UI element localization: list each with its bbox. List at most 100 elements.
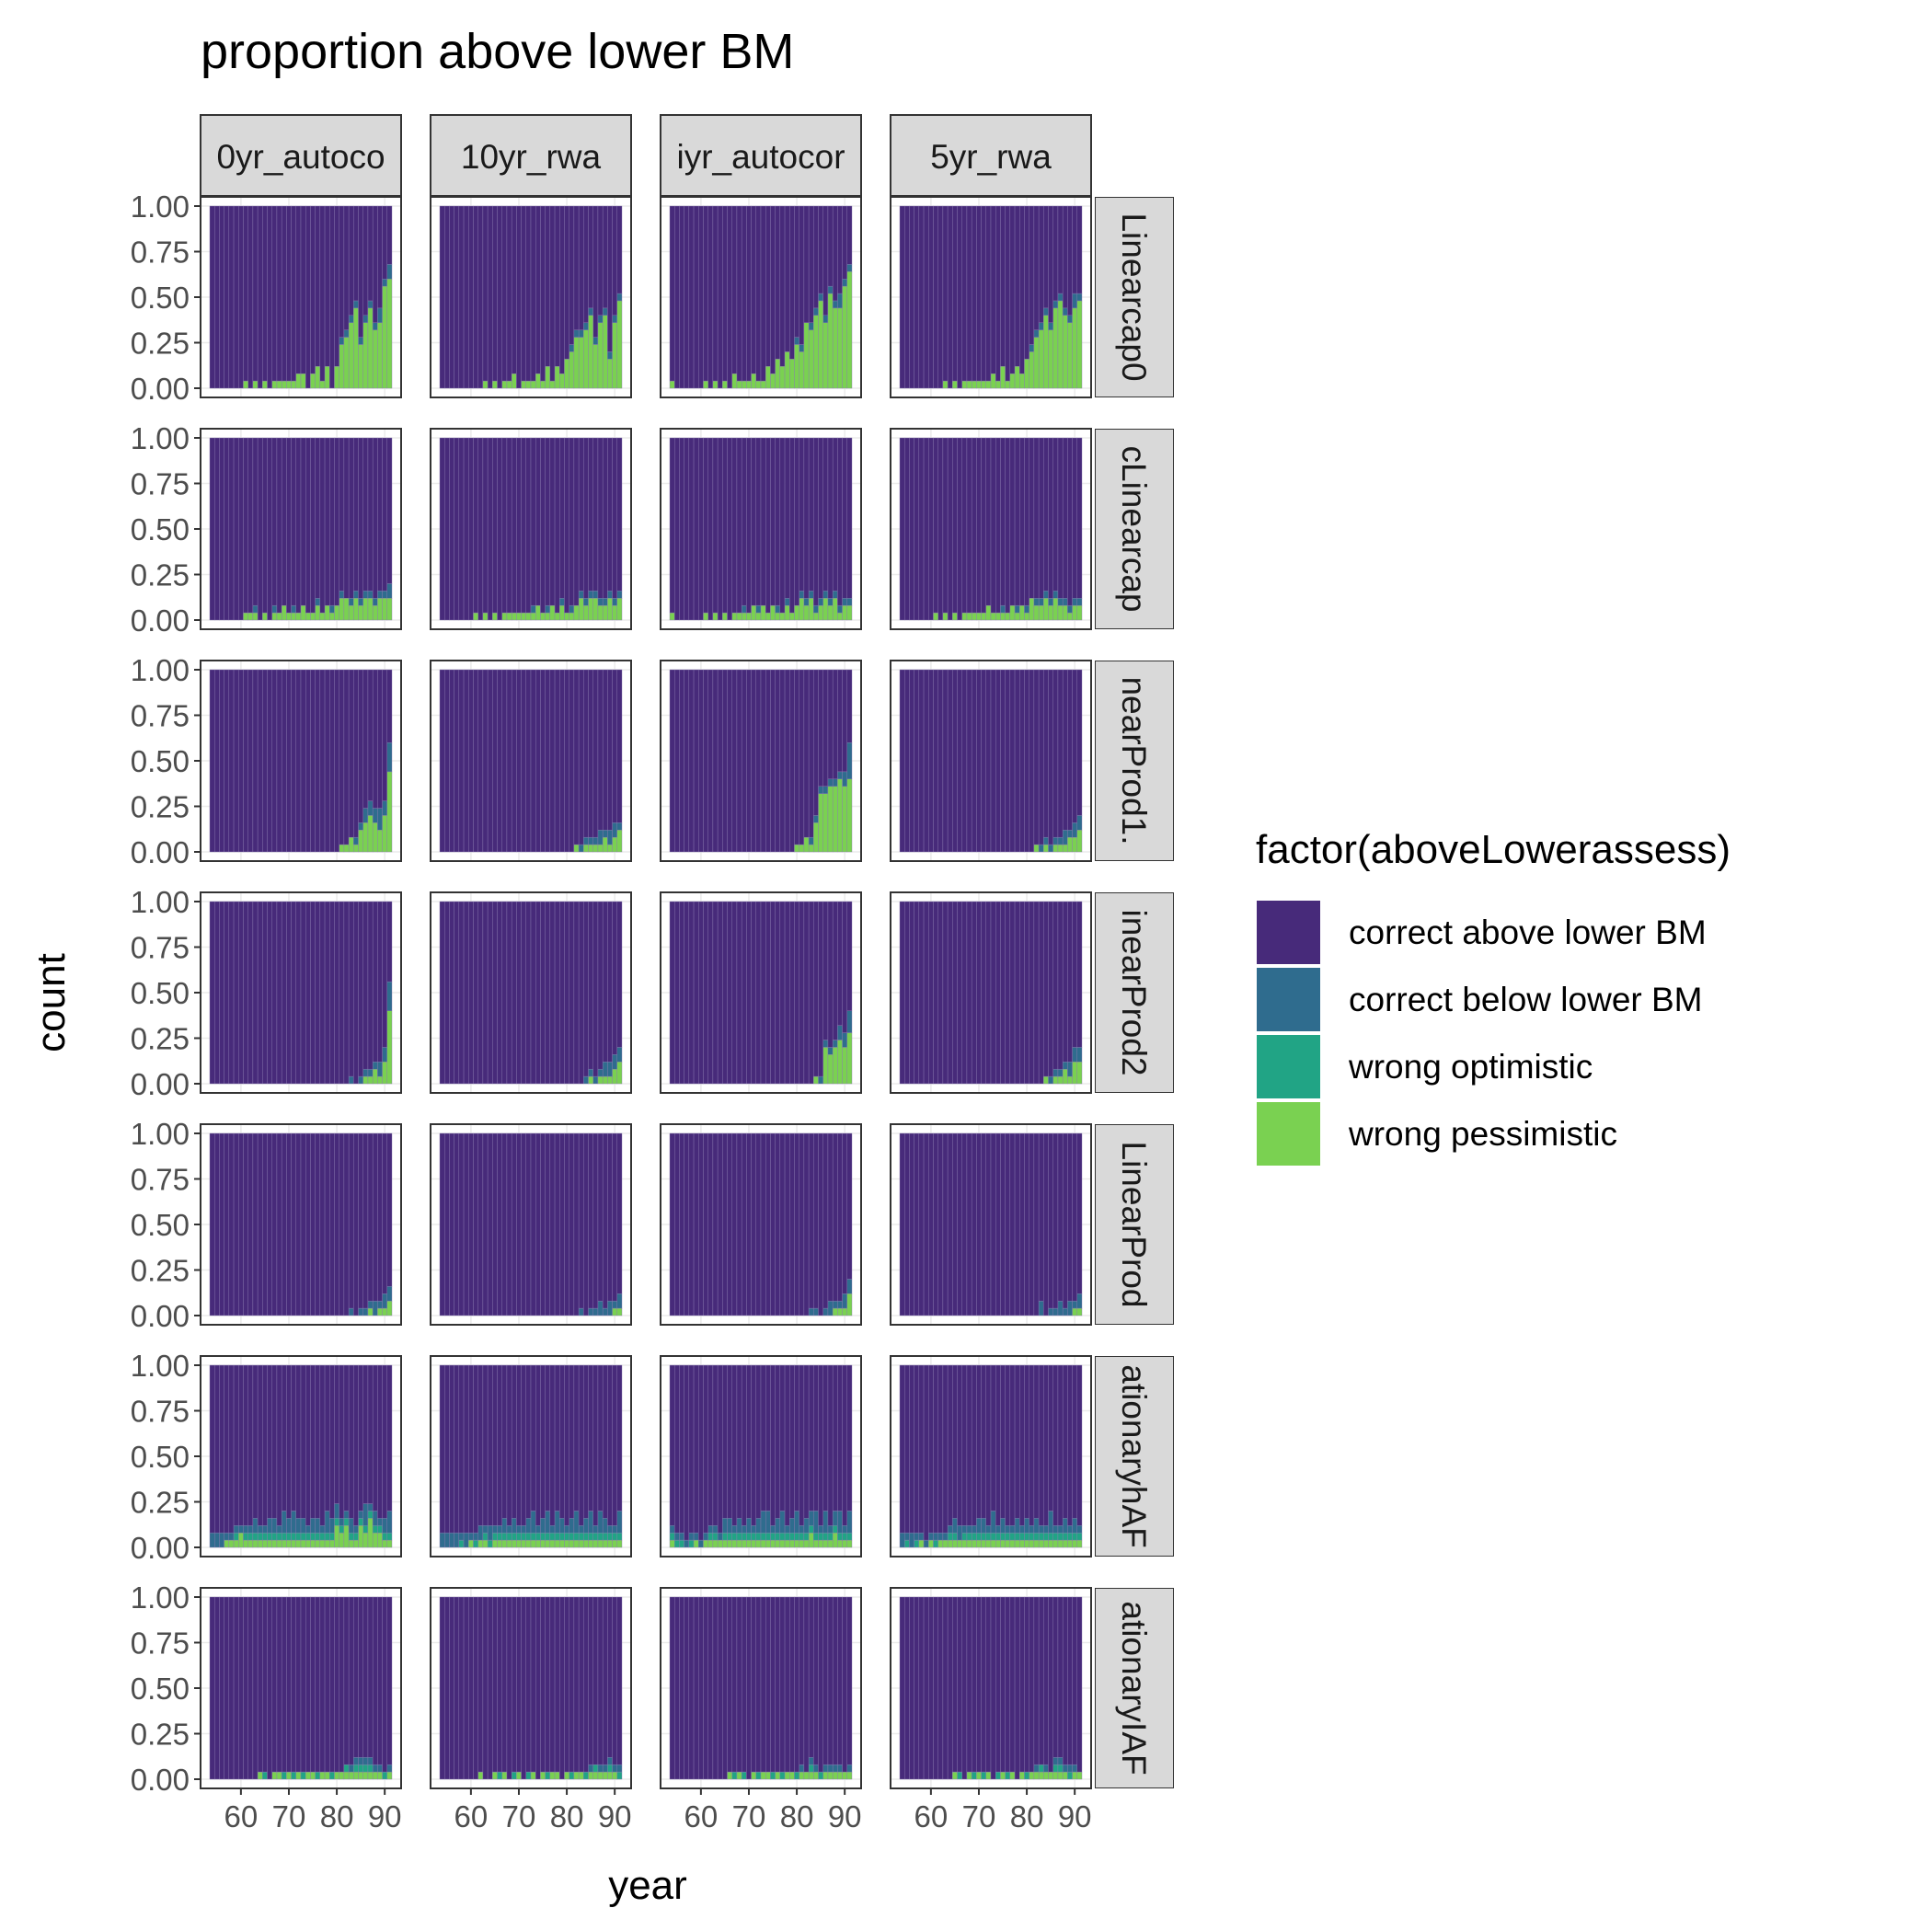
bar-segment	[827, 1771, 834, 1780]
bar-segment	[751, 1539, 756, 1548]
bar-segment	[540, 1532, 546, 1541]
bar-segment	[1052, 1525, 1059, 1534]
bar-segment	[334, 604, 339, 621]
facet-panel	[890, 660, 1092, 862]
bar-segment	[822, 1532, 829, 1541]
bar-segment	[511, 437, 517, 614]
bar-segment	[276, 901, 282, 1085]
bar-segment	[712, 669, 719, 853]
col-strip-label: 5yr_rwa	[930, 138, 1052, 176]
bar-segment	[846, 1010, 853, 1033]
bar-segment	[583, 669, 589, 838]
bar-segment	[386, 742, 393, 773]
bar-segment	[362, 1757, 369, 1765]
bar-segment	[842, 1032, 847, 1048]
bar-segment	[511, 612, 517, 621]
bar-segment	[1048, 1075, 1053, 1085]
bar-segment	[976, 437, 982, 614]
bar-segment	[291, 1511, 296, 1534]
bar-segment	[511, 1771, 517, 1780]
bar-segment	[1014, 1539, 1020, 1548]
bar-segment	[952, 669, 958, 853]
bar-segment	[775, 669, 781, 853]
bar-segment	[463, 1532, 469, 1548]
bar-segment	[1038, 1525, 1044, 1534]
bar-segment	[727, 669, 732, 853]
bar-segment	[348, 1764, 354, 1773]
bar-segment	[846, 742, 853, 780]
bar-segment	[990, 1511, 996, 1534]
bar-segment	[1043, 836, 1049, 845]
bar-segment	[813, 1075, 819, 1085]
bar-segment	[238, 901, 244, 1085]
bar-segment	[1062, 1364, 1068, 1519]
bar-segment	[1048, 1511, 1053, 1534]
bar-segment	[818, 669, 823, 787]
bar-segment	[803, 322, 810, 389]
bar-segment	[569, 1132, 575, 1316]
bar-segment	[1024, 669, 1029, 853]
bar-segment	[985, 1364, 992, 1526]
bar-segment	[1062, 307, 1068, 316]
bar-segment	[779, 612, 786, 621]
bar-segment	[765, 1132, 771, 1316]
bar-segment	[439, 205, 445, 389]
bar-segment	[535, 1525, 541, 1534]
bar-segment	[449, 1132, 454, 1316]
bar-segment	[961, 205, 968, 382]
bar-segment	[305, 901, 311, 1085]
bar-segment	[1076, 1596, 1083, 1773]
bar-segment	[693, 1532, 699, 1541]
bar-segment	[779, 1511, 786, 1534]
bar-segment	[545, 366, 551, 389]
bar-segment	[477, 1132, 484, 1316]
bar-segment	[295, 1532, 302, 1541]
bar-segment	[545, 669, 551, 853]
bar-segment	[262, 1525, 268, 1534]
bar-segment	[315, 366, 321, 389]
bar-segment	[473, 1132, 478, 1316]
bar-segment	[818, 1132, 823, 1316]
bar-segment	[1072, 1532, 1077, 1541]
bar-segment	[1024, 359, 1029, 389]
bar-segment	[243, 1525, 248, 1534]
bar-segment	[727, 437, 732, 621]
bar-segment	[717, 1132, 723, 1316]
bar-segment	[458, 1539, 465, 1548]
bar-segment	[971, 1771, 977, 1780]
bar-segment	[698, 1364, 704, 1541]
bar-segment	[348, 205, 354, 316]
bar-segment	[741, 1525, 747, 1534]
bar-segment	[1062, 1132, 1068, 1309]
bar-segment	[468, 1132, 474, 1316]
bar-segment	[914, 1364, 920, 1534]
bar-segment	[276, 1364, 282, 1526]
bar-segment	[224, 669, 230, 853]
bar-segment	[818, 598, 823, 606]
bar-segment	[770, 373, 776, 389]
bar-segment	[731, 1364, 738, 1526]
bar-segment	[334, 1364, 339, 1504]
bar-segment	[842, 1771, 847, 1780]
y-tick-label: 1.00	[131, 1117, 190, 1151]
bar-segment	[238, 205, 244, 389]
bar-segment	[329, 1132, 335, 1316]
bar-segment	[976, 1532, 982, 1541]
bar-segment	[1072, 1307, 1077, 1316]
bar-segment	[315, 1539, 321, 1548]
bar-segment	[985, 1132, 992, 1316]
bar-segment	[1062, 1764, 1068, 1773]
bar-segment	[377, 1307, 383, 1316]
bar-segment	[985, 380, 992, 389]
bar-segment	[315, 205, 321, 367]
bar-segment	[449, 205, 454, 389]
bar-segment	[1024, 1364, 1029, 1519]
panel-border	[890, 1355, 1092, 1557]
bar-segment	[961, 1532, 968, 1541]
y-tick-label: 1.00	[131, 190, 190, 224]
bar-segment	[607, 844, 613, 853]
bar-segment	[377, 1075, 383, 1085]
bar-segment	[449, 437, 454, 621]
bar-segment	[228, 1596, 235, 1780]
